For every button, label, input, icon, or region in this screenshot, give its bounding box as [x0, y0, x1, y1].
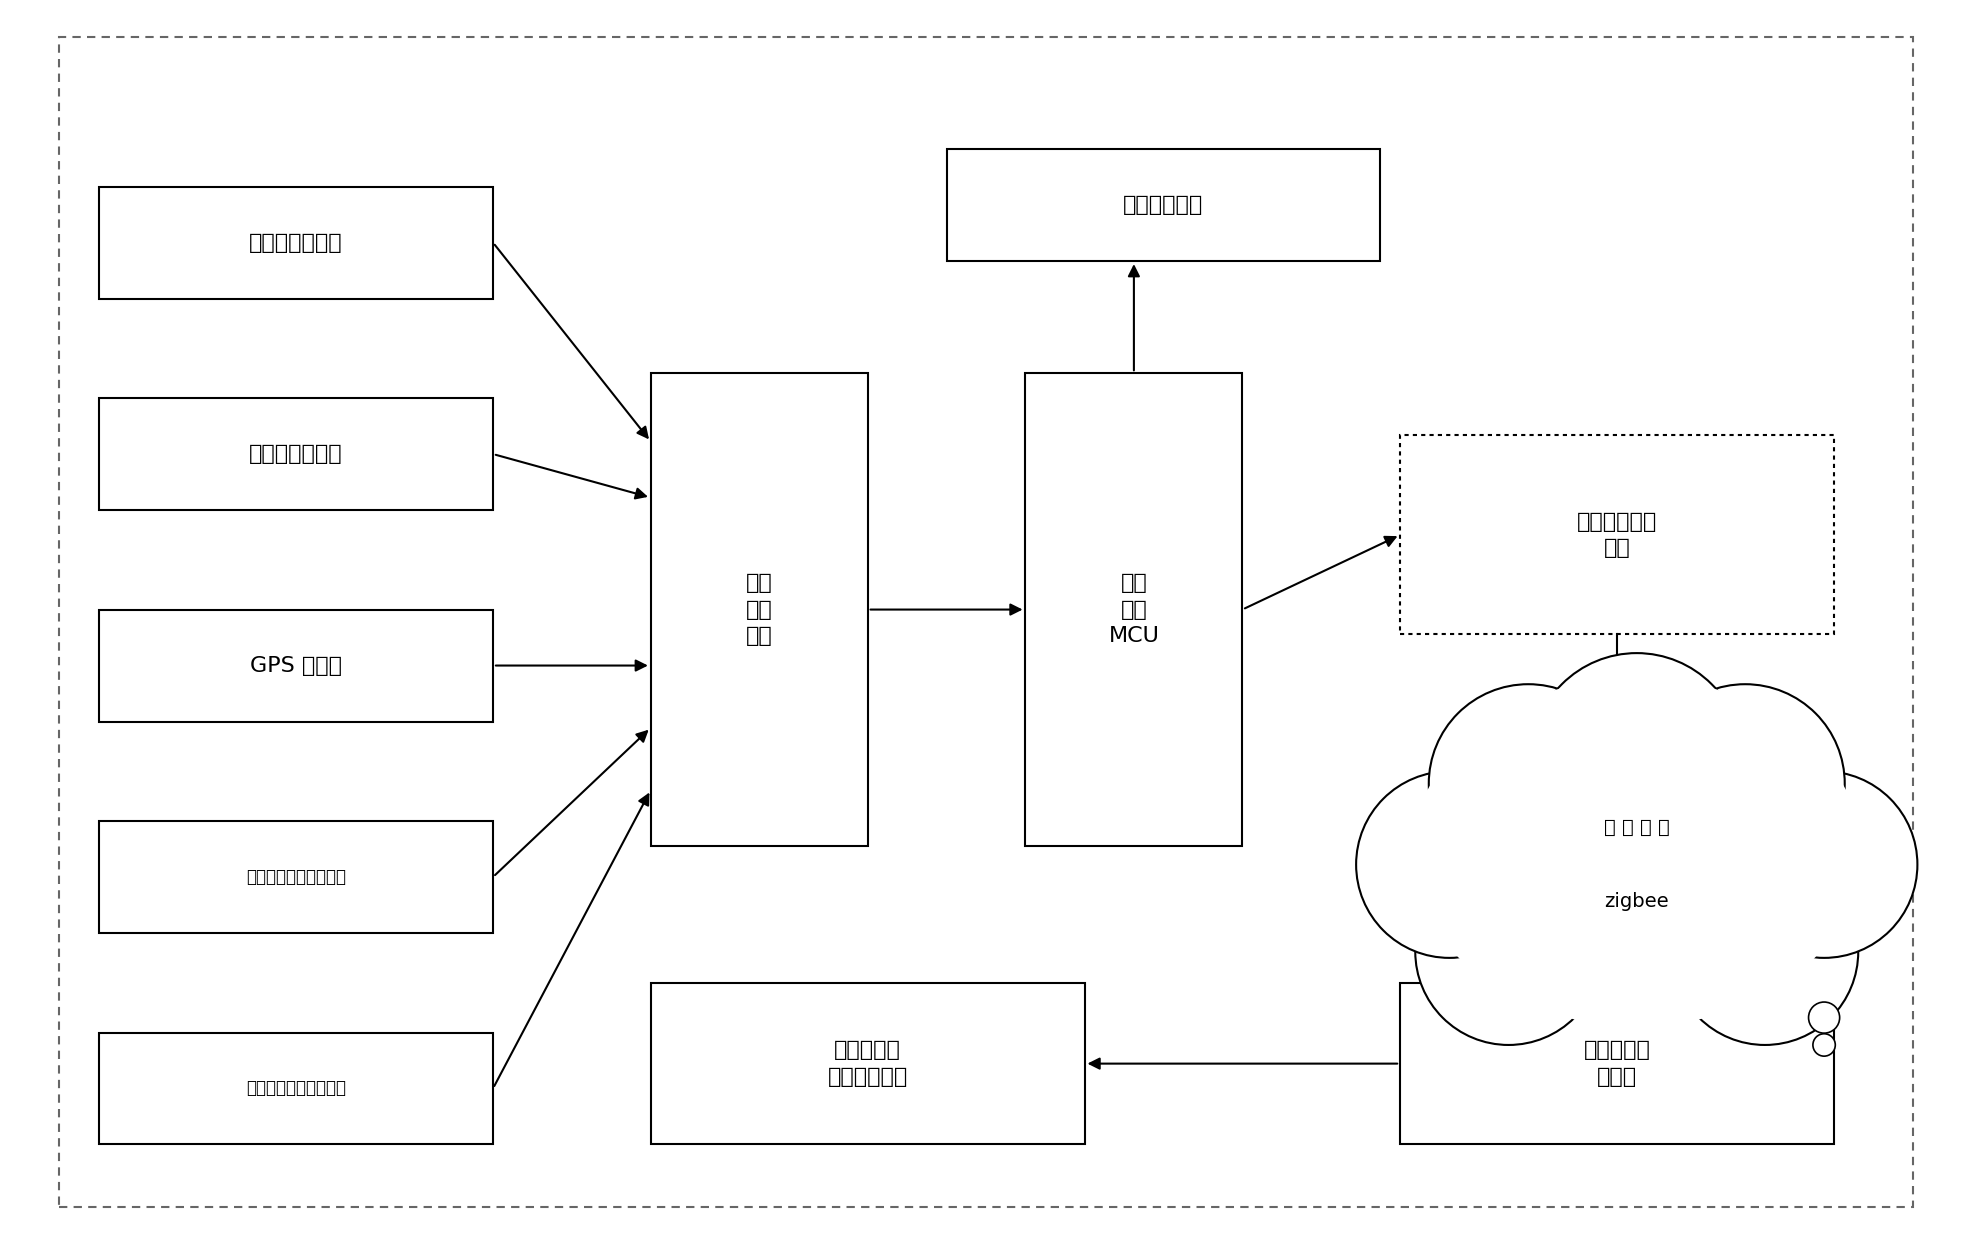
Ellipse shape [1544, 833, 1729, 1020]
Text: 主控
单元
MCU: 主控 单元 MCU [1108, 573, 1160, 646]
Ellipse shape [1416, 858, 1601, 1045]
Ellipse shape [1672, 858, 1858, 1045]
Text: GPS 子系统: GPS 子系统 [250, 656, 341, 675]
Ellipse shape [1530, 653, 1743, 865]
Ellipse shape [1731, 771, 1917, 958]
Text: 无线数据接
收单元: 无线数据接 收单元 [1584, 1040, 1651, 1087]
Bar [99, 398, 493, 510]
Bar [1400, 983, 1834, 1144]
Text: 计算机数据
分析处理系统: 计算机数据 分析处理系统 [828, 1040, 907, 1087]
Bar [651, 373, 868, 846]
Text: 无 线 网 络: 无 线 网 络 [1603, 817, 1670, 837]
Text: zigbee: zigbee [1605, 892, 1668, 912]
Ellipse shape [1647, 684, 1844, 883]
Ellipse shape [1430, 684, 1627, 883]
Bar [1025, 373, 1242, 846]
Bar [947, 149, 1380, 261]
Text: 红外温度传感器: 红外温度传感器 [248, 444, 343, 464]
Text: 信号无线发送
单元: 信号无线发送 单元 [1578, 511, 1656, 559]
Ellipse shape [1357, 771, 1542, 958]
Ellipse shape [1808, 1003, 1840, 1033]
Text: 数据存储单元: 数据存储单元 [1124, 195, 1203, 215]
Bar [99, 610, 493, 722]
Ellipse shape [1412, 678, 1862, 1026]
Bar [1400, 435, 1834, 634]
Bar [651, 983, 1085, 1144]
Text: 激光位移传感器: 激光位移传感器 [248, 233, 343, 253]
Ellipse shape [1812, 1034, 1836, 1056]
Bar [99, 1033, 493, 1144]
Text: 车轴亚向加速度传感器: 车轴亚向加速度传感器 [246, 1080, 345, 1097]
Bar [99, 821, 493, 933]
Bar [99, 187, 493, 299]
Text: 模数
转换
单元: 模数 转换 单元 [745, 573, 773, 646]
Text: 车架亚向加速度传感器: 车架亚向加速度传感器 [246, 868, 345, 886]
